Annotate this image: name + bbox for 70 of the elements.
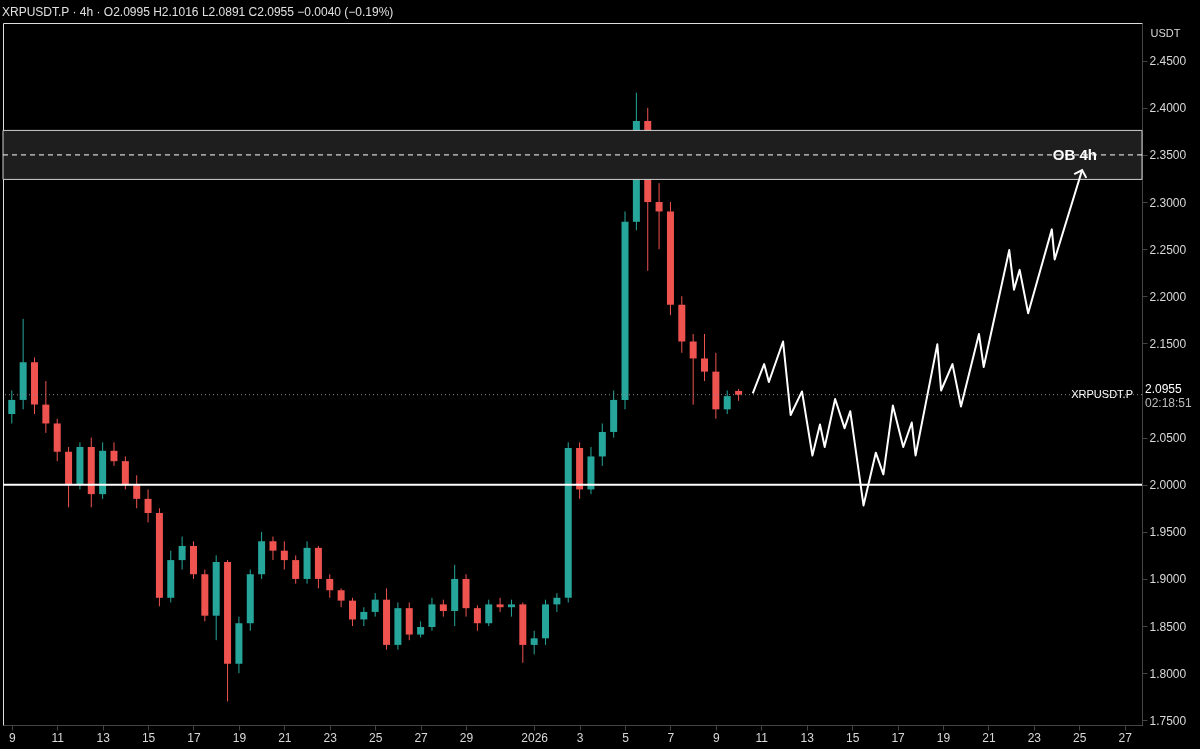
y-tick-label: 2.3500 [1149, 148, 1187, 163]
x-tick-label: 25 [369, 730, 383, 745]
candlestick [723, 389, 731, 415]
x-tick-label: 23 [1027, 730, 1042, 745]
candlestick [326, 573, 334, 599]
x-tick-label: 5 [622, 730, 630, 745]
candlestick [485, 599, 493, 627]
x-tick-label: 2026 [521, 730, 549, 745]
x-tick-label: 29 [459, 730, 474, 745]
candlestick [121, 455, 129, 490]
x-tick-label: 21 [278, 730, 292, 745]
x-tick-label: 25 [1073, 730, 1087, 745]
y-axis-title: USDT [1150, 26, 1181, 39]
y-tick-label: 2.3000 [1149, 195, 1187, 210]
x-tick-label: 27 [414, 730, 429, 745]
x-tick-label: 17 [187, 730, 201, 745]
x-tick-label: 9 [713, 730, 721, 745]
band-label: OB 4h [1052, 145, 1097, 163]
x-tick-label: 13 [96, 730, 111, 745]
x-tick-label: 19 [936, 730, 951, 745]
candlestick [553, 592, 561, 613]
x-tick-label: 15 [141, 730, 156, 745]
candlestick [280, 540, 288, 571]
candlestick [428, 597, 436, 632]
y-tick-label: 2.2000 [1149, 289, 1187, 304]
candlestick [144, 488, 152, 523]
y-tick-label: 1.8500 [1149, 619, 1187, 634]
x-tick-label: 3 [576, 730, 584, 745]
text: 02:18:51 [1145, 395, 1193, 410]
y-tick-label: 2.4000 [1149, 101, 1187, 116]
y-tick-label: 1.9500 [1149, 525, 1187, 540]
candlestick [689, 333, 697, 406]
x-tick-label: 19 [232, 730, 247, 745]
x-tick-label: 11 [755, 730, 769, 745]
chart-title: XRPUSDT.P · 4h · O2.0995 H2.1016 L2.0891 C2.0955 −0.0040 (−0.19%) [2, 5, 394, 19]
x-tick-label: 7 [667, 730, 675, 745]
candlestick [530, 630, 538, 655]
text: 2.0955 [1145, 381, 1183, 396]
y-tick-label: 2.2500 [1149, 242, 1187, 257]
candlestick [133, 474, 141, 509]
y-tick-label: 1.8000 [1149, 666, 1187, 681]
candlestick [496, 597, 504, 613]
x-tick-label: 9 [8, 730, 16, 745]
y-tick-label: 2.0500 [1149, 431, 1187, 446]
candlestick [348, 597, 356, 627]
candlestick [292, 554, 300, 585]
y-tick-label: 1.9000 [1149, 572, 1187, 587]
candlestick [655, 182, 663, 250]
x-tick-label: 23 [323, 730, 338, 745]
y-tick-label: 2.1500 [1149, 336, 1187, 351]
candlestick [8, 389, 16, 424]
candlestick [371, 592, 379, 618]
candlestick [269, 536, 277, 561]
x-tick-label: 13 [800, 730, 815, 745]
candlestick [110, 441, 118, 467]
x-tick-label: 11 [51, 730, 65, 745]
y-tick-label: 2.0000 [1149, 478, 1187, 493]
candlestick [473, 604, 481, 632]
x-tick-label: 15 [845, 730, 860, 745]
y-tick-label: 2.4500 [1149, 54, 1187, 69]
candlestick [42, 380, 50, 434]
x-tick-label: 21 [982, 730, 996, 745]
x-tick-label: 17 [891, 730, 906, 745]
candlestick [701, 333, 709, 382]
x-tick-label: 27 [1118, 730, 1133, 745]
candlestick [337, 587, 345, 608]
ref-line-label: XRPUSDT.P [1071, 387, 1133, 400]
candlestick [178, 536, 186, 571]
y-tick-label: 1.7500 [1149, 713, 1187, 728]
candlestick [360, 606, 368, 627]
